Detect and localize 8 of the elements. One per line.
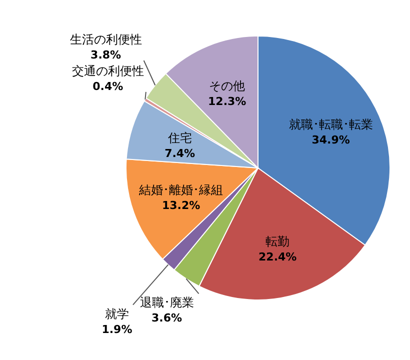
slice-label: 交通の利便性 bbox=[72, 64, 144, 78]
data-label: 3.6% bbox=[152, 312, 182, 325]
data-label: 1.9% bbox=[102, 322, 132, 336]
data-label: 3.8% bbox=[90, 48, 122, 62]
slice-label: 生活の利便性 bbox=[70, 32, 142, 47]
data-label: 0.4% bbox=[92, 80, 124, 93]
slice-label: 就学 bbox=[104, 306, 129, 321]
slice-label: 退職･廃業 bbox=[140, 296, 194, 310]
